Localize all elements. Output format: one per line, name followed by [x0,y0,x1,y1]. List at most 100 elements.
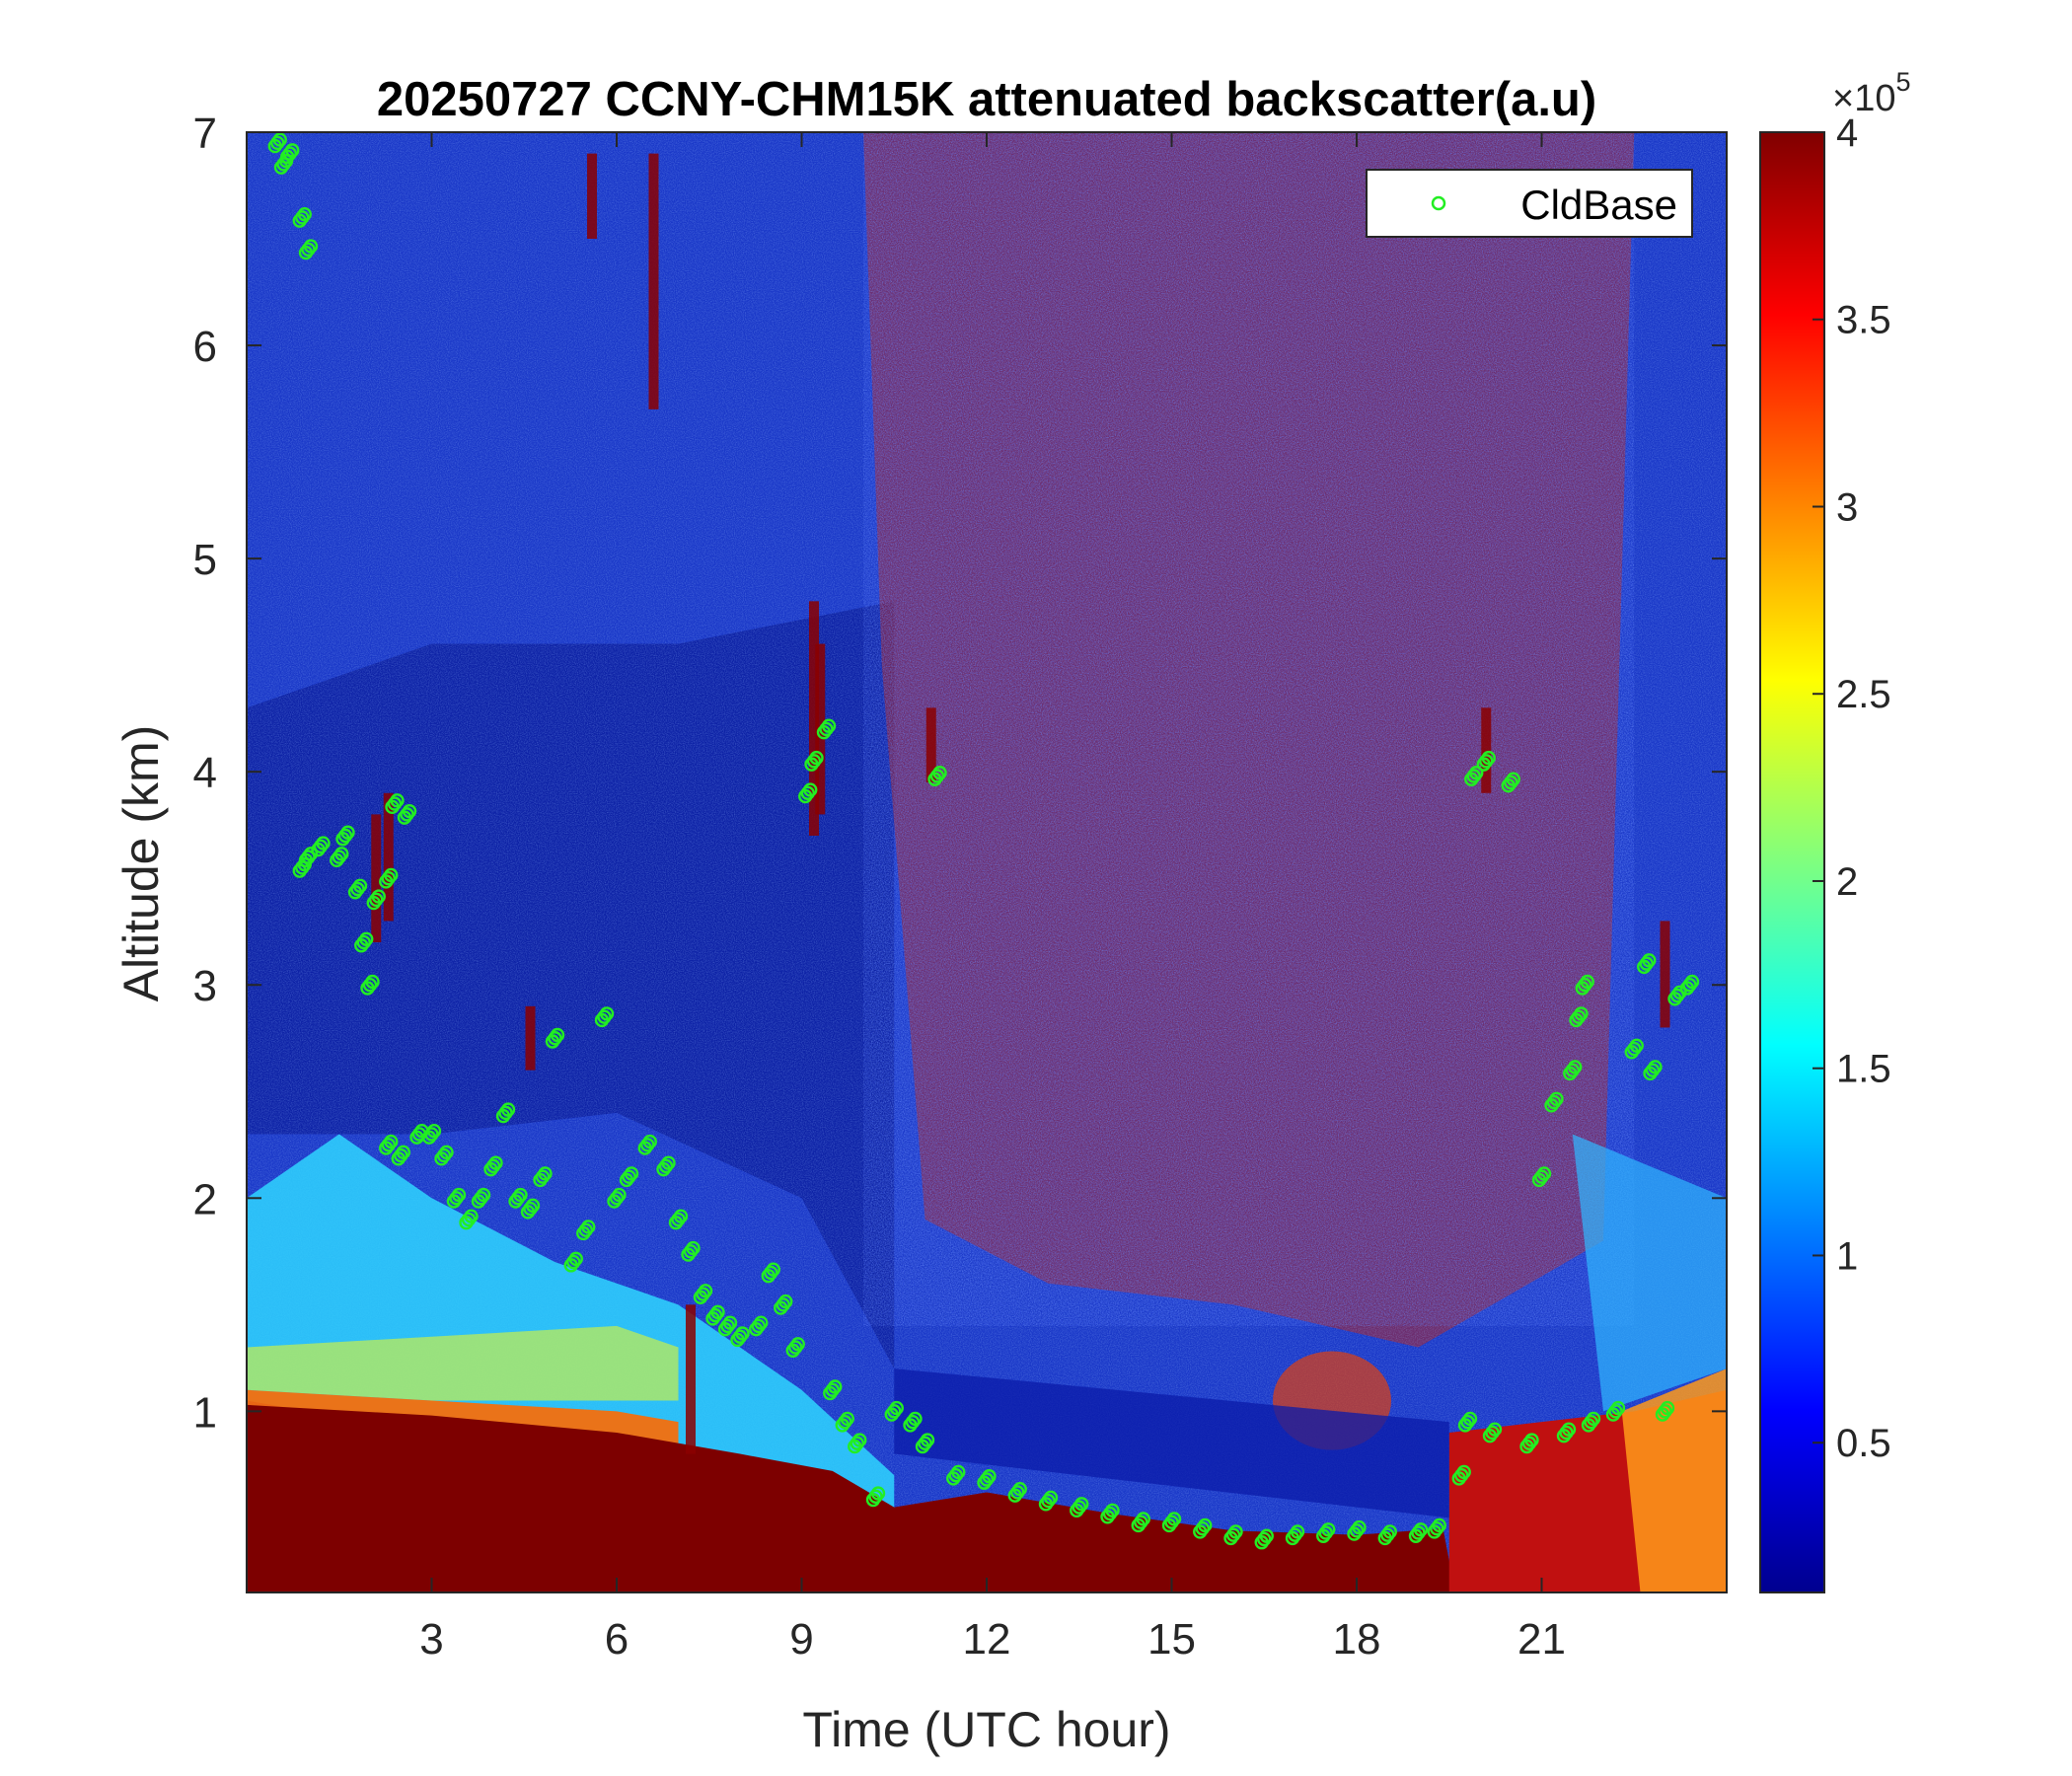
backscatter-heatmap [247,132,1727,1592]
cldbase-marker [920,1433,935,1447]
cldbase-marker [852,1433,867,1447]
cldbase-marker [1380,1527,1395,1542]
cldbase-marker [1041,1493,1056,1509]
y-tick-label: 2 [193,1175,217,1223]
heatmap-cloud-streak [648,153,659,409]
cldbase-marker [951,1464,966,1480]
cldbase-marker [1349,1523,1365,1538]
cldbase-marker [979,1472,995,1487]
cldbase-marker [1682,978,1697,993]
x-axis-label: Time (UTC hour) [802,1702,1170,1757]
cldbase-marker [356,934,371,950]
colorbar-tick-label: 3.5 [1836,299,1891,342]
cldbase-marker [538,1166,553,1181]
cldbase-marker [1672,985,1687,999]
cldbase-marker [1466,769,1481,783]
colorbar: 0.5 1 1.5 2 2.5 3 3.5 4 ×105 [1759,67,1911,1593]
heatmap-cloud-streak [1481,707,1492,793]
heatmap-surface-layer [247,1404,1455,1592]
cldbase-marker [1629,1038,1644,1054]
cldbase-marker [686,1240,701,1256]
cldbase-marker [1469,766,1484,780]
cldbase-marker [905,1414,921,1430]
heatmap-cloud-streak [525,1005,536,1071]
cldbase-marker [1648,1060,1663,1074]
cldbase-marker [1524,1433,1539,1447]
cldbase-marker [510,1191,526,1206]
cldbase-marker [295,210,310,225]
cldbase-marker [424,1127,439,1142]
cldbase-marker [918,1436,932,1450]
cldbase-marker [390,793,405,808]
cldbase-marker [451,1187,467,1203]
cldbase-marker [658,1158,674,1174]
cldbase-marker [1413,1522,1429,1537]
cldbase-marker [1462,1411,1478,1427]
cldbase-marker [868,1489,883,1504]
y-axis: 1 2 3 4 5 6 7 [193,110,1727,1437]
cldbase-marker [352,878,368,893]
cldbase-marker [303,239,319,254]
heatmap-cloud-streak [371,814,382,943]
cldbase-marker [578,1222,593,1237]
y-tick-label: 6 [193,323,217,371]
cldbase-marker [1043,1490,1059,1506]
colorbar-tick-label: 2.5 [1836,673,1891,716]
cldbase-marker [1549,1091,1564,1107]
cldbase-marker [948,1467,963,1483]
cldbase-marker [1639,956,1654,971]
cldbase-marker [513,1187,528,1203]
cldbase-marker [1257,1531,1272,1547]
cldbase-marker [828,1379,843,1394]
cldbase-marker [1684,974,1700,990]
cldbase-marker [1136,1512,1150,1526]
cldbase-marker [1072,1500,1086,1515]
cldbase-marker [1382,1524,1397,1539]
cldbase-marker [1225,1527,1241,1542]
colorbar-gradient [1759,131,1825,1593]
cldbase-marker [369,892,384,908]
cldbase-marker [1487,1422,1503,1437]
cldbase-marker [295,860,310,875]
cldbase-marker [908,1411,923,1427]
cldbase-marker [439,1145,454,1160]
cldbase-marker [464,1209,479,1223]
colorbar-ticks: 0.5 1 1.5 2 2.5 3 3.5 4 [1813,111,1891,1465]
cldbase-marker [436,1147,452,1163]
cldbase-marker [1642,953,1657,968]
cldbase-marker [1485,1425,1500,1441]
cldbase-marker [1259,1528,1274,1543]
cldbase-marker [1627,1041,1642,1057]
x-tick-label: 9 [789,1615,813,1664]
cldbase-marker [790,1337,805,1352]
cldbase-marker [1559,1425,1574,1441]
x-tick-label: 15 [1147,1615,1196,1664]
legend: CldBase [1366,169,1693,238]
heatmap-cloud-streak [809,601,819,836]
cldbase-marker [488,1155,503,1170]
cldbase-marker [722,1315,738,1330]
cldbase-marker [887,1404,902,1419]
cldbase-marker [661,1155,676,1170]
cldbase-marker [381,1138,396,1152]
cldbase-marker [800,785,815,800]
cldbase-marker [350,881,365,897]
cldbase-marker [535,1169,551,1184]
cldbase-marker [806,754,822,769]
cldbase-marker [870,1486,886,1501]
cldbase-marker [929,769,945,783]
cldbase-marker [1536,1166,1552,1181]
cldbase-marker [642,1134,657,1149]
cldbase-marker [1430,1520,1444,1536]
cldbase-marker [766,1262,780,1277]
cldbase-marker [359,931,374,946]
heatmap-evening-hot [1621,1369,1727,1592]
chart-title: 20250727 CCNY-CHM15K attenuated backscat… [377,73,1596,126]
cldbase-marker [776,1297,790,1312]
colorbar-tick-label: 4 [1836,111,1858,155]
colorbar-tick-label: 1.5 [1836,1048,1891,1091]
cldbase-marker [568,1251,583,1267]
cldbase-marker [581,1220,596,1234]
cldbase-marker [622,1169,636,1184]
heatmap-cloud-streak [383,792,394,922]
